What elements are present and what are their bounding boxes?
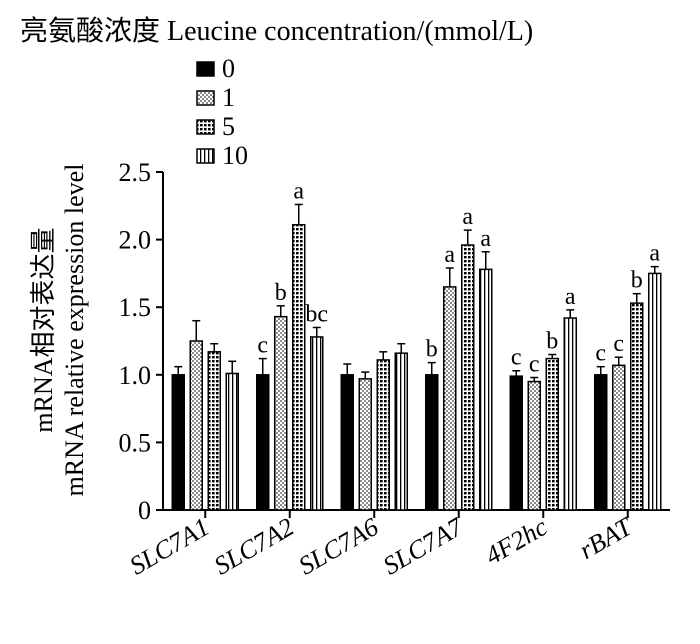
bar [256, 374, 270, 511]
significance-label: b [631, 268, 643, 294]
bar [340, 374, 354, 511]
significance-label: a [480, 226, 491, 252]
significance-label: b [275, 280, 287, 306]
y-tick-label: 0.5 [119, 428, 152, 457]
bar [394, 352, 408, 511]
bar [527, 380, 541, 511]
chart-title: 亮氨酸浓度 Leucine concentration/(mmol/L) [20, 15, 533, 47]
bar [358, 378, 372, 511]
y-axis-label: mRNA relative expression level [60, 164, 89, 497]
y-axis-label-cn: mRNA相对表达量 [29, 227, 58, 432]
x-tick-label: SLC7A6 [294, 512, 384, 580]
significance-label: c [257, 333, 268, 359]
x-tick-label: SLC7A2 [209, 512, 299, 580]
legend-swatch [196, 119, 215, 135]
x-tick-label: SLC7A7 [378, 512, 468, 581]
bar [509, 375, 523, 511]
legend-swatch [196, 148, 215, 164]
x-tick-label: rBAT [574, 511, 638, 565]
y-tick-label: 2.5 [119, 158, 152, 187]
legend-swatch [196, 90, 215, 106]
bar [376, 359, 390, 511]
significance-label: c [511, 345, 522, 371]
bar [207, 351, 221, 511]
significance-label: a [293, 178, 304, 204]
significance-label: c [529, 352, 540, 378]
y-tick-label: 2.0 [119, 226, 152, 255]
bar [274, 315, 288, 511]
bar [594, 374, 608, 511]
legend-label: 10 [222, 141, 248, 170]
legend-label: 0 [222, 54, 235, 83]
bar [171, 374, 185, 511]
bar [189, 340, 203, 511]
significance-label: b [546, 329, 558, 355]
significance-label: a [649, 241, 660, 267]
bar [292, 223, 306, 511]
legend-label: 5 [222, 112, 235, 141]
significance-label: a [444, 242, 455, 268]
bar [225, 372, 239, 511]
legend-swatch [196, 61, 215, 77]
bar [648, 272, 662, 511]
bar [425, 374, 439, 511]
bar [461, 244, 475, 511]
bar [563, 317, 577, 511]
bar [443, 286, 457, 511]
significance-label: bc [305, 301, 328, 327]
bar [630, 302, 644, 511]
significance-label: c [595, 341, 606, 367]
significance-label: a [462, 204, 473, 230]
significance-label: b [426, 337, 438, 363]
bar [545, 357, 559, 511]
y-tick-label: 1.5 [119, 293, 152, 322]
bar [612, 364, 626, 511]
bar [310, 336, 324, 511]
legend-label: 1 [222, 83, 235, 112]
x-tick-label: 4F2hc [480, 512, 552, 571]
y-tick-label: 0 [138, 496, 151, 525]
bar [479, 268, 493, 511]
significance-label: c [613, 331, 624, 357]
significance-label: a [565, 284, 576, 310]
y-tick-label: 1.0 [119, 361, 152, 390]
